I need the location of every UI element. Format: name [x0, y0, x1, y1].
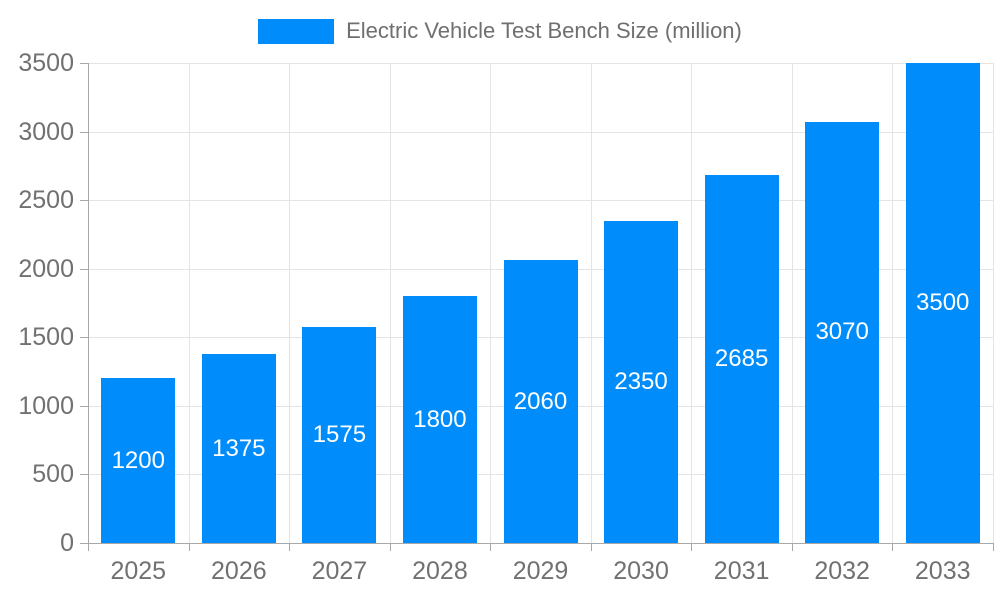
bar-value-label: 1575 [312, 421, 367, 448]
y-axis-tick-label: 2000 [18, 254, 74, 283]
bar-value-label: 2685 [714, 344, 769, 372]
x-gridline [188, 63, 190, 543]
y-axis-tick [80, 63, 88, 64]
y-axis-tick [80, 543, 88, 544]
bar-2025[interactable]: 1200 [101, 378, 176, 543]
x-gridline [993, 63, 994, 543]
y-axis-tick [80, 474, 88, 476]
chart-legend[interactable]: Electric Vehicle Test Bench Size (millio… [0, 18, 1000, 44]
bar-2028[interactable]: 1800 [402, 296, 477, 543]
x-axis-tick-label: 2031 [713, 557, 770, 585]
bar-value-label: 3500 [916, 289, 970, 316]
x-axis-tick [490, 543, 492, 551]
bar-value-label: 1375 [212, 434, 266, 462]
bar-2032[interactable]: 3070 [805, 121, 880, 543]
y-axis-tick-label: 3500 [18, 49, 74, 77]
bar-2029[interactable]: 2060 [503, 260, 578, 543]
x-axis-tick-label: 2030 [613, 557, 669, 585]
x-gridline [791, 63, 793, 543]
legend-swatch-icon [258, 18, 335, 44]
y-axis-tick [80, 268, 88, 270]
y-axis-tick-label: 1500 [18, 323, 74, 352]
x-axis-tick [892, 543, 894, 551]
x-axis-tick-label: 2033 [914, 557, 971, 585]
x-axis-tick-label: 2026 [211, 557, 267, 585]
bar-value-label: 2350 [614, 367, 668, 395]
x-axis-tick [389, 543, 391, 551]
y-axis-tick-label: 2500 [18, 186, 74, 215]
x-axis-tick-label: 2029 [512, 557, 569, 585]
x-axis-tick [993, 543, 994, 551]
y-gridline [88, 200, 993, 202]
bar-2026[interactable]: 1375 [201, 354, 276, 543]
x-gridline [289, 63, 291, 543]
x-axis-line [80, 543, 993, 544]
bar-value-label: 1800 [413, 405, 467, 433]
x-axis-tick [289, 543, 291, 551]
bar-2031[interactable]: 2685 [704, 174, 779, 543]
y-axis-tick [80, 200, 88, 202]
x-axis-tick [590, 543, 592, 551]
x-gridline [590, 63, 592, 543]
bar-value-label: 2060 [513, 387, 568, 415]
bar-2030[interactable]: 2350 [604, 220, 679, 543]
y-axis-tick-label: 0 [60, 529, 74, 557]
x-axis-tick [88, 543, 89, 551]
bar-value-label: 1200 [111, 446, 165, 474]
bar-2027[interactable]: 1575 [302, 327, 377, 543]
x-gridline [892, 63, 894, 543]
bar-2033[interactable]: 3500 [905, 63, 980, 543]
y-axis-line [88, 63, 89, 551]
y-axis-tick [80, 131, 88, 133]
legend-series-label: Electric Vehicle Test Bench Size (millio… [346, 18, 742, 43]
x-axis-tick-label: 2027 [311, 557, 368, 585]
y-gridline [88, 63, 993, 64]
x-gridline [490, 63, 492, 543]
x-axis-tick [691, 543, 693, 551]
x-gridline [389, 63, 391, 543]
x-axis-tick-label: 2025 [110, 557, 167, 585]
y-axis-tick [80, 405, 88, 407]
x-gridline [691, 63, 693, 543]
x-axis-tick [791, 543, 793, 551]
bar-value-label: 3070 [815, 318, 869, 346]
y-axis-tick-label: 500 [32, 460, 74, 489]
y-gridline [88, 131, 993, 133]
y-axis-tick-label: 1000 [18, 391, 74, 420]
x-axis-tick-label: 2028 [412, 557, 468, 585]
y-axis-tick-label: 3000 [18, 117, 74, 146]
x-axis-tick-label: 2032 [814, 557, 870, 585]
y-axis-tick [80, 337, 88, 339]
x-axis-tick [188, 543, 190, 551]
